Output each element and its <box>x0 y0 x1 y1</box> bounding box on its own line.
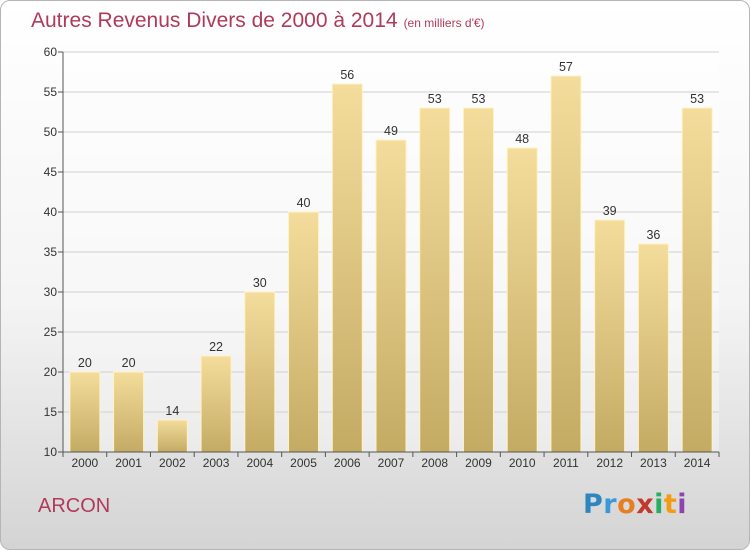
logo-letter: o <box>617 489 637 520</box>
bar-2001 <box>113 371 145 453</box>
data-label-2010: 48 <box>515 132 529 146</box>
logo-letter: r <box>603 489 618 520</box>
logo-letter: P <box>583 489 604 520</box>
x-tick-label-2000: 2000 <box>72 456 99 470</box>
x-tick-label-2011: 2011 <box>553 456 579 470</box>
data-label-2002: 14 <box>165 404 179 418</box>
proxiti-logo: Proxiti <box>583 489 687 520</box>
bar-2003 <box>200 355 232 453</box>
data-label-2005: 40 <box>297 196 311 210</box>
data-label-2003: 22 <box>209 340 223 354</box>
logo-letter: x <box>636 489 655 520</box>
bar-2012 <box>594 219 626 453</box>
bar-2004 <box>244 291 276 453</box>
chart-unit: (en milliers d'€) <box>403 16 485 30</box>
data-label-2013: 36 <box>646 228 660 242</box>
bar-2006 <box>331 83 363 453</box>
y-tick-label: 50 <box>44 125 58 139</box>
y-tick-label: 25 <box>44 325 58 339</box>
x-tick-label-2003: 2003 <box>203 456 230 470</box>
data-label-2007: 49 <box>384 124 398 138</box>
bar-2010 <box>506 147 538 453</box>
bar-2000 <box>69 371 101 453</box>
bar-2005 <box>288 211 320 453</box>
data-label-2000: 20 <box>78 356 92 370</box>
data-label-2001: 20 <box>122 356 136 370</box>
data-label-2011: 57 <box>559 60 573 74</box>
data-label-2014: 53 <box>690 92 704 106</box>
x-tick-label-2010: 2010 <box>509 456 536 470</box>
x-tick-label-2012: 2012 <box>596 456 623 470</box>
x-tick-label-2001: 2001 <box>115 456 142 470</box>
logo-letter: i <box>654 489 664 520</box>
bar-2009 <box>462 107 494 453</box>
bar-2002 <box>156 419 188 453</box>
y-tick-label: 60 <box>44 45 58 59</box>
y-tick-label: 10 <box>44 445 58 459</box>
y-tick-label: 20 <box>44 365 58 379</box>
x-tick-label-2005: 2005 <box>290 456 317 470</box>
y-tick-label: 30 <box>44 285 58 299</box>
data-label-2009: 53 <box>472 92 486 106</box>
x-tick-label-2009: 2009 <box>465 456 492 470</box>
bar-2014 <box>681 107 713 453</box>
bar-2008 <box>419 107 451 453</box>
x-tick-label-2014: 2014 <box>684 456 711 470</box>
bar-2007 <box>375 139 407 453</box>
chart-title: Autres Revenus Divers de 2000 à 2014 (en … <box>31 9 485 33</box>
x-tick-label-2008: 2008 <box>421 456 448 470</box>
logo-letter: i <box>677 489 688 520</box>
data-label-2012: 39 <box>603 204 617 218</box>
data-label-2004: 30 <box>253 276 267 290</box>
y-tick-label: 55 <box>44 85 58 99</box>
logo-letter: t <box>663 489 678 520</box>
commune-name: ARCON <box>38 495 111 517</box>
x-tick-label-2013: 2013 <box>640 456 667 470</box>
x-tick-label-2004: 2004 <box>246 456 273 470</box>
y-tick-label: 40 <box>44 205 58 219</box>
y-tick-label: 45 <box>44 165 58 179</box>
y-tick-label: 15 <box>44 405 58 419</box>
data-label-2006: 56 <box>340 68 354 82</box>
bar-2013 <box>637 243 669 453</box>
y-tick-label: 35 <box>44 245 58 259</box>
chart-title-text: Autres Revenus Divers de 2000 à 2014 <box>31 9 398 32</box>
data-label-2008: 53 <box>428 92 442 106</box>
x-tick-label-2002: 2002 <box>159 456 186 470</box>
x-tick-label-2006: 2006 <box>334 456 361 470</box>
x-tick-label-2007: 2007 <box>378 456 405 470</box>
bar-2011 <box>550 75 582 453</box>
